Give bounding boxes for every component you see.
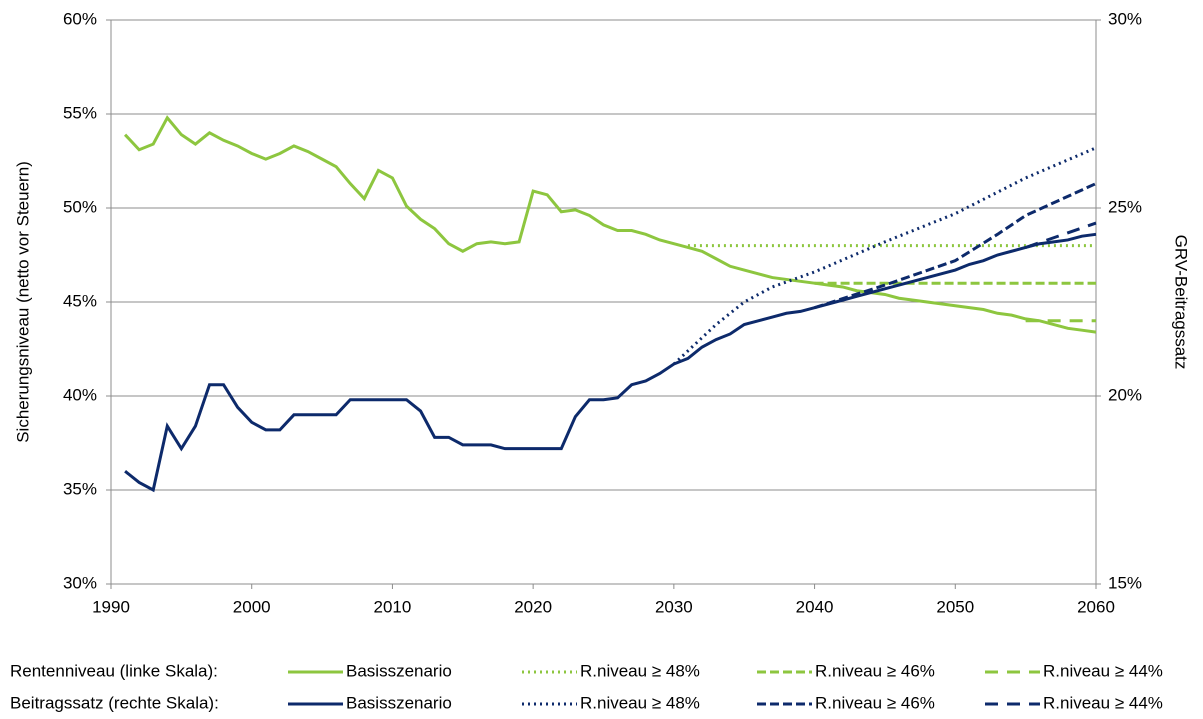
legend-group-label: Rentenniveau (linke Skala):: [10, 661, 218, 680]
legend-label: Basisszenario: [346, 661, 452, 680]
y2-axis-label: GRV-Beitragssatz: [1172, 235, 1191, 370]
y-tick-label: 60%: [63, 9, 97, 28]
y2-tick-label: 25%: [1108, 197, 1142, 216]
y-tick-label: 40%: [63, 385, 97, 404]
y-tick-label: 55%: [63, 103, 97, 122]
line-series: [124, 232, 1097, 493]
x-tick-label: 2040: [796, 597, 834, 616]
y2-tick-label: 15%: [1108, 573, 1142, 592]
line-series: [1025, 221, 1097, 249]
plot-frame: [110, 19, 1097, 585]
y-tick-label: 50%: [63, 197, 97, 216]
legend-label: Basisszenario: [346, 693, 452, 712]
legend-label: R.niveau ≥ 46%: [815, 693, 935, 712]
y-axis-label: Sicherungsniveau (netto vor Steuern): [13, 161, 32, 443]
line-series: [672, 146, 1097, 366]
legend-label: R.niveau ≥ 48%: [580, 693, 700, 712]
legend-label: R.niveau ≥ 44%: [1043, 661, 1163, 680]
x-tick-label: 2060: [1077, 597, 1115, 616]
x-tick-label: 2010: [374, 597, 412, 616]
x-tick-label: 1990: [92, 597, 130, 616]
x-tick-label: 2000: [233, 597, 271, 616]
x-tick-label: 2030: [655, 597, 693, 616]
legend-label: R.niveau ≥ 48%: [580, 661, 700, 680]
y-tick-label: 45%: [63, 291, 97, 310]
legend-label: R.niveau ≥ 46%: [815, 661, 935, 680]
x-tick-label: 2050: [936, 597, 974, 616]
line-series: [123, 115, 1097, 334]
y-tick-label: 35%: [63, 479, 97, 498]
line-series: [814, 182, 1097, 310]
legend-label: R.niveau ≥ 44%: [1043, 693, 1163, 712]
x-tick-label: 2020: [514, 597, 552, 616]
y2-tick-label: 30%: [1108, 9, 1142, 28]
y2-tick-label: 20%: [1108, 385, 1142, 404]
y-tick-label: 30%: [63, 573, 97, 592]
legend-group-label: Beitragssatz (rechte Skala):: [10, 693, 219, 712]
